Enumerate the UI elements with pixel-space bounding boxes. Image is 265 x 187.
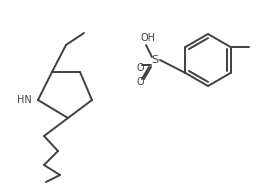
Text: OH: OH <box>140 33 156 43</box>
Text: HN: HN <box>17 95 32 105</box>
Text: O: O <box>136 63 144 73</box>
Text: S: S <box>151 55 158 65</box>
Text: O: O <box>136 77 144 87</box>
